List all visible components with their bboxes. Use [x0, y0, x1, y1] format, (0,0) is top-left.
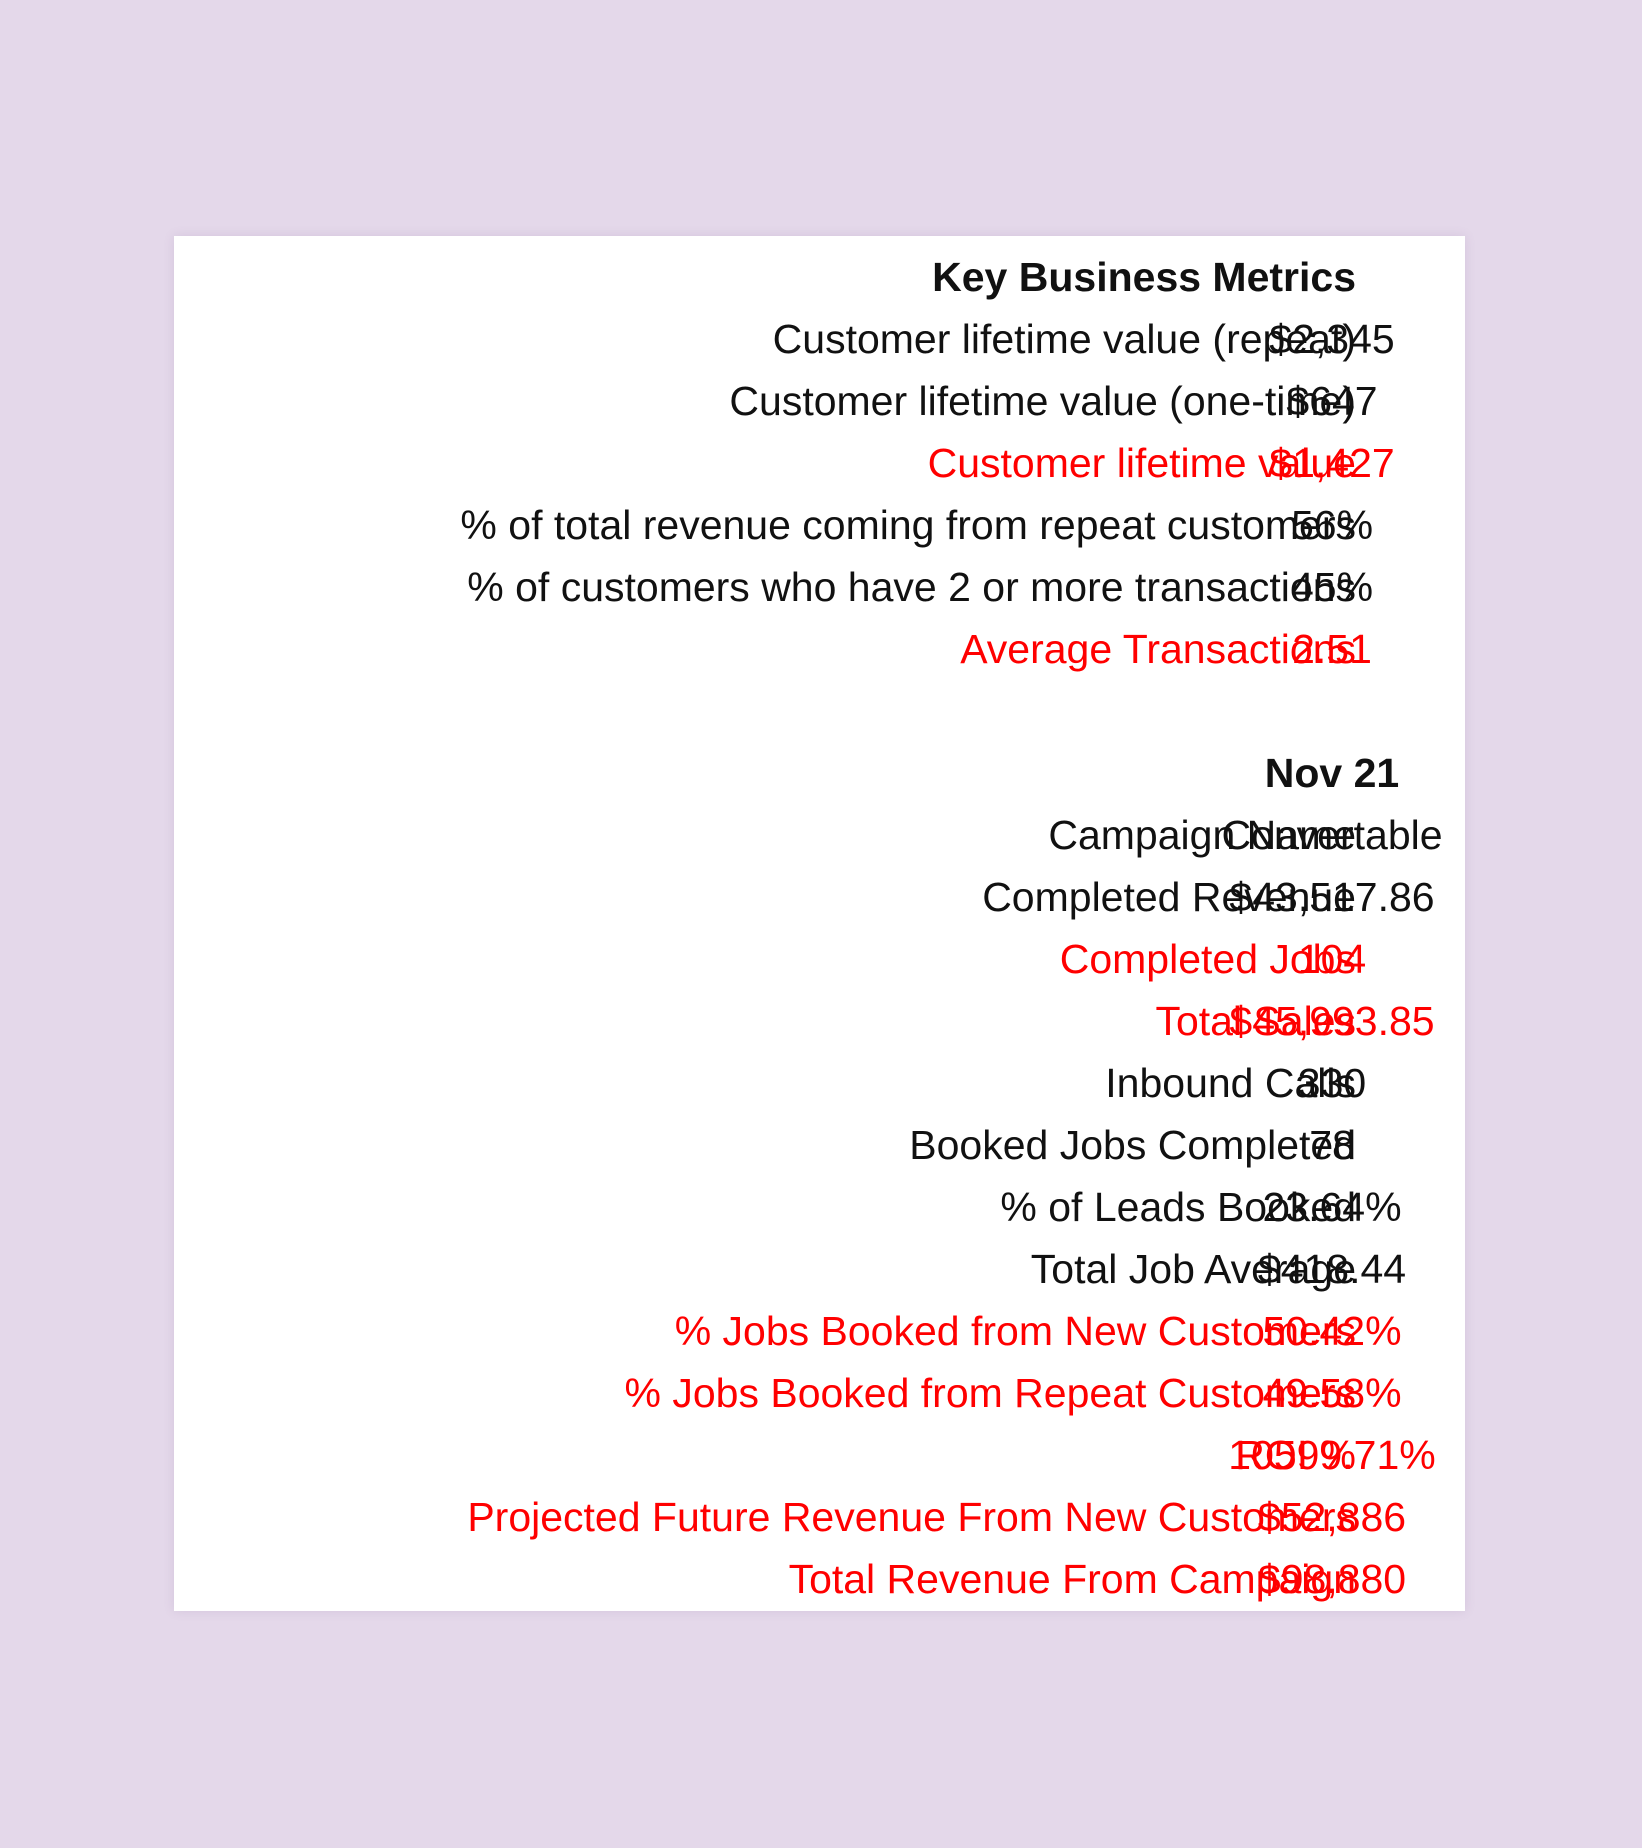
- metric-label: % of customers who have 2 or more transa…: [467, 564, 1356, 610]
- campaign-label: Completed Revenue: [982, 874, 1356, 920]
- campaign-row-name: Campaign Name Convertable: [174, 804, 1465, 866]
- metric-label: Customer lifetime value (repeat): [772, 316, 1356, 362]
- campaign-label: % Jobs Booked from Repeat Customers: [624, 1370, 1357, 1416]
- metric-label: % of total revenue coming from repeat cu…: [460, 502, 1356, 548]
- campaign-row-repeat-customers-share: % Jobs Booked from Repeat Customers 49.5…: [174, 1362, 1465, 1424]
- campaign-row-booked-jobs-completed: Booked Jobs Completed 78: [174, 1114, 1465, 1176]
- campaign-label: Total Revenue From Campaign: [788, 1556, 1356, 1602]
- metric-label: Average Transactions: [960, 626, 1356, 672]
- metric-value: $2,345: [1269, 316, 1395, 362]
- metric-row-clv: Customer lifetime value $1,427: [174, 432, 1465, 494]
- campaign-value: 104: [1297, 936, 1367, 982]
- campaign-value: $418.44: [1257, 1246, 1407, 1292]
- campaign-value: 330: [1297, 1060, 1367, 1106]
- campaign-row-total-job-average: Total Job Average $418.44: [174, 1238, 1465, 1300]
- campaign-value: 23.64%: [1262, 1184, 1402, 1230]
- campaign-label: Total Job Average: [1030, 1246, 1356, 1292]
- campaign-value: $98,880: [1257, 1556, 1407, 1602]
- campaign-label: Campaign Name: [1048, 812, 1356, 858]
- campaign-row-completed-revenue: Completed Revenue $43,517.86: [174, 866, 1465, 928]
- metric-value: $647: [1286, 378, 1378, 424]
- campaign-row-completed-jobs: Completed Jobs 104: [174, 928, 1465, 990]
- metric-label: Customer lifetime value: [927, 440, 1356, 486]
- campaign-value: 78: [1309, 1122, 1355, 1168]
- campaign-row-total-sales: Total Sales $45,993.85: [174, 990, 1465, 1052]
- campaign-row-inbound-calls: Inbound Calls 330: [174, 1052, 1465, 1114]
- metric-value: 2.51: [1292, 626, 1372, 672]
- metric-value: $1,427: [1269, 440, 1395, 486]
- campaign-value: 10599.71%: [1228, 1432, 1436, 1478]
- campaign-value: 49.58%: [1262, 1370, 1402, 1416]
- campaign-label: ROI %: [1235, 1432, 1356, 1478]
- metric-row-repeat-revenue-share: % of total revenue coming from repeat cu…: [174, 494, 1465, 556]
- metric-row-clv-repeat: Customer lifetime value (repeat) $2,345: [174, 308, 1465, 370]
- metric-row-multi-transaction-share: % of customers who have 2 or more transa…: [174, 556, 1465, 618]
- campaign-label: % Jobs Booked from New Customers: [674, 1308, 1356, 1354]
- metric-row-average-transactions: Average Transactions 2.51: [174, 618, 1465, 680]
- metrics-title: Key Business Metrics: [932, 254, 1356, 300]
- campaign-value: $45,993.85: [1229, 998, 1435, 1044]
- campaign-value: $43,517.86: [1229, 874, 1435, 920]
- metric-value: 56%: [1290, 502, 1374, 548]
- campaign-value: $52,886: [1257, 1494, 1407, 1540]
- campaign-value: Convertable: [1221, 812, 1443, 858]
- campaign-value: 50.42%: [1262, 1308, 1402, 1354]
- campaign-row-roi: ROI % 10599.71%: [174, 1424, 1465, 1486]
- campaign-label: Projected Future Revenue From New Custom…: [467, 1494, 1356, 1540]
- metric-value: 45%: [1290, 564, 1374, 610]
- campaign-row-projected-future-revenue: Projected Future Revenue From New Custom…: [174, 1486, 1465, 1548]
- campaign-label: % of Leads Booked: [1000, 1184, 1356, 1230]
- campaign-label: Booked Jobs Completed: [909, 1122, 1356, 1168]
- metric-label: Customer lifetime value (one-time): [729, 378, 1356, 424]
- campaign-row-leads-booked: % of Leads Booked 23.64%: [174, 1176, 1465, 1238]
- campaign-label: Total Sales: [1155, 998, 1356, 1044]
- campaign-label: Inbound Calls: [1105, 1060, 1356, 1106]
- metric-row-clv-one-time: Customer lifetime value (one-time) $647: [174, 370, 1465, 432]
- campaign-row-new-customers-share: % Jobs Booked from New Customers 50.42%: [174, 1300, 1465, 1362]
- metrics-card: Key Business Metrics Customer lifetime v…: [174, 236, 1465, 1611]
- metrics-title-row: Key Business Metrics: [174, 246, 1465, 308]
- campaign-period-header: Nov 21: [1264, 750, 1400, 796]
- campaign-row-total-revenue: Total Revenue From Campaign $98,880: [174, 1548, 1465, 1610]
- campaign-label: Completed Jobs: [1059, 936, 1356, 982]
- campaign-period-row: Nov 21: [174, 742, 1465, 804]
